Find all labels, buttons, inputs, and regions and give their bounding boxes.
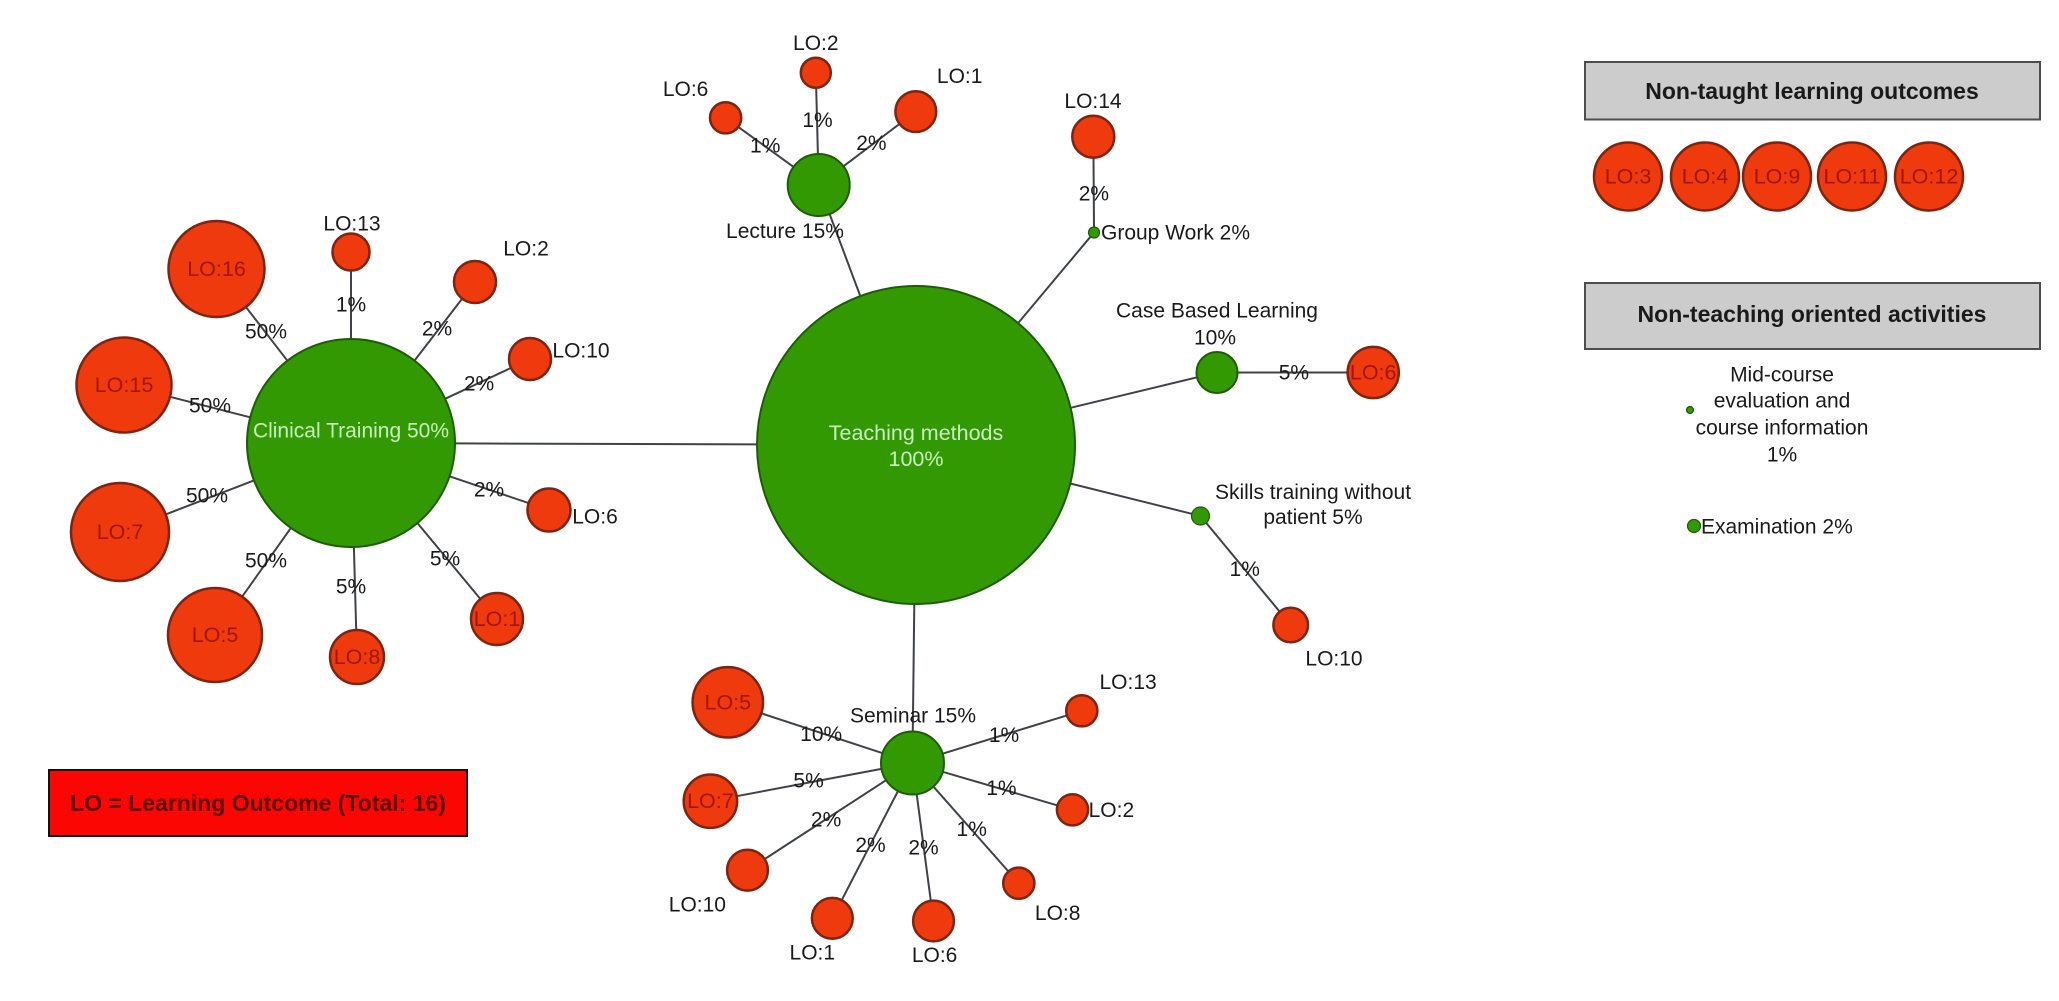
svg-text:50%: 50%	[245, 550, 287, 573]
svg-text:1%: 1%	[986, 777, 1016, 800]
svg-text:10%: 10%	[1194, 327, 1236, 350]
svg-text:LO:9: LO:9	[1754, 165, 1801, 189]
svg-text:patient 5%: patient 5%	[1263, 506, 1362, 529]
svg-text:LO:6: LO:6	[1350, 361, 1397, 385]
svg-text:LO:1: LO:1	[790, 942, 836, 965]
svg-text:5%: 5%	[336, 576, 366, 599]
svg-text:evaluation and: evaluation and	[1714, 390, 1851, 413]
svg-text:LO:2: LO:2	[1089, 799, 1135, 822]
svg-text:50%: 50%	[189, 395, 231, 418]
svg-text:2%: 2%	[474, 479, 504, 502]
svg-text:Case Based Learning: Case Based Learning	[1116, 300, 1318, 323]
svg-text:Seminar 15%: Seminar 15%	[850, 705, 976, 728]
svg-text:LO:2: LO:2	[793, 32, 839, 55]
svg-text:Mid-course: Mid-course	[1730, 364, 1834, 387]
svg-text:LO:15: LO:15	[95, 373, 154, 397]
svg-text:LO:11: LO:11	[1824, 165, 1881, 189]
svg-text:50%: 50%	[245, 321, 287, 344]
svg-text:10%: 10%	[800, 723, 842, 746]
svg-text:1%: 1%	[802, 109, 832, 132]
svg-text:2%: 2%	[464, 373, 494, 396]
svg-text:1%: 1%	[336, 294, 366, 317]
svg-text:1%: 1%	[957, 818, 987, 841]
svg-text:course information: course information	[1696, 417, 1869, 440]
svg-text:Skills training without: Skills training without	[1215, 481, 1411, 504]
svg-text:LO:8: LO:8	[334, 645, 381, 669]
svg-text:Examination 2%: Examination 2%	[1701, 516, 1853, 539]
svg-text:50%: 50%	[186, 485, 228, 508]
svg-text:1%: 1%	[989, 724, 1019, 747]
svg-text:Clinical Training 50%: Clinical Training 50%	[253, 420, 449, 443]
svg-text:LO:2: LO:2	[503, 238, 549, 261]
svg-text:LO:5: LO:5	[192, 623, 239, 647]
svg-text:LO:1: LO:1	[474, 607, 521, 631]
svg-text:LO:6: LO:6	[663, 78, 709, 101]
svg-text:100%: 100%	[889, 447, 944, 471]
svg-text:LO:3: LO:3	[1605, 165, 1652, 189]
svg-text:LO:6: LO:6	[912, 944, 958, 967]
svg-text:LO:13: LO:13	[323, 213, 380, 236]
svg-text:5%: 5%	[1279, 362, 1309, 385]
svg-text:LO:4: LO:4	[1682, 165, 1729, 189]
svg-text:LO:6: LO:6	[572, 506, 618, 529]
svg-text:2%: 2%	[855, 834, 885, 857]
svg-text:LO:13: LO:13	[1099, 671, 1156, 694]
svg-text:LO:12: LO:12	[1900, 165, 1959, 189]
svg-text:LO:14: LO:14	[1064, 90, 1122, 113]
svg-text:5%: 5%	[793, 770, 823, 793]
svg-text:Non-taught learning outcomes: Non-taught learning outcomes	[1645, 78, 1979, 104]
svg-text:LO:10: LO:10	[669, 894, 726, 917]
svg-text:Non-teaching oriented activiti: Non-teaching oriented activities	[1638, 301, 1987, 327]
svg-text:1%: 1%	[1767, 444, 1797, 467]
svg-text:LO:8: LO:8	[1035, 902, 1081, 925]
svg-text:LO:5: LO:5	[704, 690, 751, 714]
svg-text:LO = Learning Outcome (Total:: LO = Learning Outcome (Total: 16)	[70, 790, 446, 816]
svg-text:Group Work 2%: Group Work 2%	[1101, 222, 1250, 245]
svg-text:Lecture 15%: Lecture 15%	[726, 220, 844, 243]
svg-text:5%: 5%	[430, 548, 460, 571]
svg-text:LO:7: LO:7	[687, 789, 734, 813]
svg-text:2%: 2%	[422, 318, 452, 341]
svg-text:LO:7: LO:7	[97, 520, 144, 544]
svg-text:LO:10: LO:10	[552, 340, 609, 363]
svg-text:Teaching methods: Teaching methods	[829, 421, 1004, 445]
svg-text:LO:1: LO:1	[937, 65, 983, 88]
svg-text:1%: 1%	[1230, 558, 1260, 581]
svg-text:1%: 1%	[750, 134, 780, 157]
svg-text:2%: 2%	[856, 132, 886, 155]
svg-text:LO:10: LO:10	[1305, 647, 1362, 670]
svg-text:2%: 2%	[908, 837, 938, 860]
svg-text:2%: 2%	[1079, 183, 1109, 206]
svg-text:2%: 2%	[811, 808, 841, 831]
svg-text:LO:16: LO:16	[187, 257, 246, 281]
